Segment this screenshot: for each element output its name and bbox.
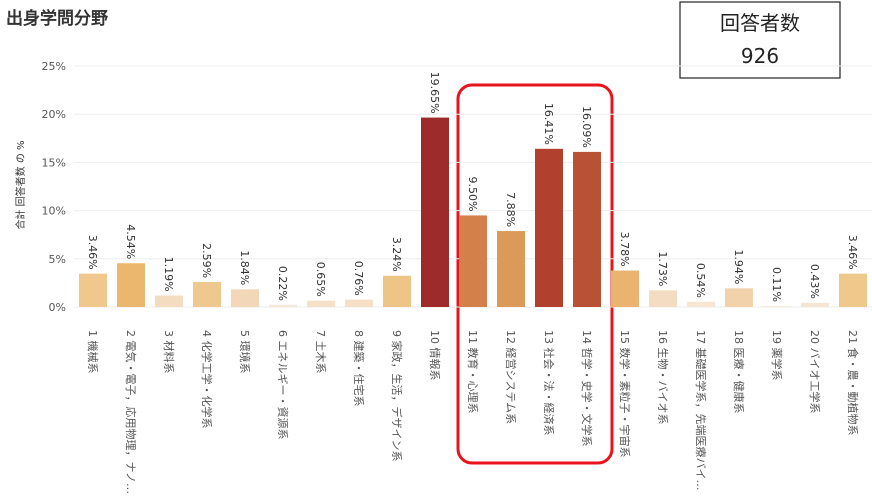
x-tick-label: 13 社会・法・経済系: [542, 330, 556, 436]
x-tick-label: 7 土木系: [314, 330, 327, 374]
value-label: 1.94%: [732, 249, 745, 284]
x-tick-label: 15 数学・素粒子・宇宙系: [618, 330, 632, 458]
x-tick-label: 18 医療・健康系: [732, 330, 746, 414]
x-tick-label: 2 電気・電子，応用物理，ナノ…: [124, 330, 138, 494]
bar: [193, 282, 221, 307]
bar: [535, 148, 563, 307]
chart-title: 出身学問分野: [6, 8, 108, 29]
x-tick-label: 11 教育・心理系: [466, 330, 480, 414]
y-tick-label: 5%: [49, 253, 66, 266]
bar: [725, 288, 753, 307]
y-tick-label: 10%: [42, 205, 66, 218]
value-label: 3.46%: [86, 235, 99, 270]
value-label: 9.50%: [466, 176, 479, 211]
value-label: 1.84%: [238, 250, 251, 285]
bar: [383, 275, 411, 307]
x-tick-label: 1 機械系: [86, 330, 100, 374]
bar: [763, 305, 791, 307]
bar: [155, 295, 183, 307]
bar: [687, 301, 715, 307]
x-tick-label: 17 基礎医学系，先端医療バイ…: [694, 330, 708, 491]
x-tick-label: 12 経営システム系: [504, 330, 518, 424]
x-tick-label: 3 材料系: [162, 330, 176, 374]
bar: [497, 231, 525, 307]
value-label: 7.88%: [504, 192, 517, 227]
value-label: 3.78%: [618, 232, 631, 267]
value-label: 1.73%: [656, 251, 669, 286]
value-label: 16.09%: [580, 106, 593, 148]
bar: [839, 273, 867, 307]
x-tick-label: 8 建築・住宅系: [352, 330, 366, 407]
y-tick-label: 0%: [49, 301, 66, 314]
bar: [801, 302, 829, 307]
y-axis-title: 合計 回答者数 の %: [14, 140, 27, 229]
bar: [573, 151, 601, 307]
x-tick-label: 20 バイオ工学系: [808, 330, 822, 414]
y-tick-label: 20%: [42, 108, 66, 121]
value-label: 0.43%: [808, 264, 821, 299]
bar: [421, 117, 449, 307]
value-label: 0.65%: [314, 262, 327, 297]
value-label: 0.22%: [276, 266, 289, 301]
x-tick-label: 16 生物・バイオ系: [656, 330, 670, 425]
value-label: 3.24%: [390, 237, 403, 272]
value-label: 0.54%: [694, 263, 707, 298]
bar: [231, 289, 259, 307]
y-tick-label: 15%: [42, 156, 66, 169]
x-tick-label: 21 食・農・動植物系: [846, 330, 860, 436]
x-tick-label: 10 情報系: [428, 330, 441, 381]
value-label: 0.11%: [770, 267, 783, 302]
x-tick-label: 14 哲学・史学・文学系: [580, 330, 594, 447]
count-box: [679, 1, 841, 79]
x-tick-label: 6 エネルギー・資源系: [276, 330, 290, 440]
bar: [269, 304, 297, 307]
value-label: 19.65%: [428, 72, 441, 114]
bar: [345, 299, 373, 307]
bar: [79, 273, 107, 307]
value-label: 4.54%: [124, 224, 137, 259]
y-tick-label: 25%: [42, 60, 66, 73]
bar: [307, 300, 335, 307]
value-label: 2.59%: [200, 243, 213, 278]
x-tick-label: 19 薬学系: [770, 330, 784, 381]
bar: [459, 215, 487, 307]
x-tick-label: 5 環境系: [238, 330, 252, 374]
count-value: 926: [741, 44, 779, 68]
value-label: 0.76%: [352, 261, 365, 296]
bar: [649, 290, 677, 307]
bar: [117, 263, 145, 307]
count-title: 回答者数: [720, 11, 800, 35]
x-tick-label: 4 化学工学・化学系: [200, 330, 214, 429]
bar: [611, 270, 639, 307]
x-tick-label: 9 家政，生活，デザイン系: [390, 330, 404, 462]
value-label: 1.19%: [162, 257, 175, 292]
value-label: 16.41%: [542, 103, 555, 145]
value-label: 3.46%: [846, 235, 859, 270]
